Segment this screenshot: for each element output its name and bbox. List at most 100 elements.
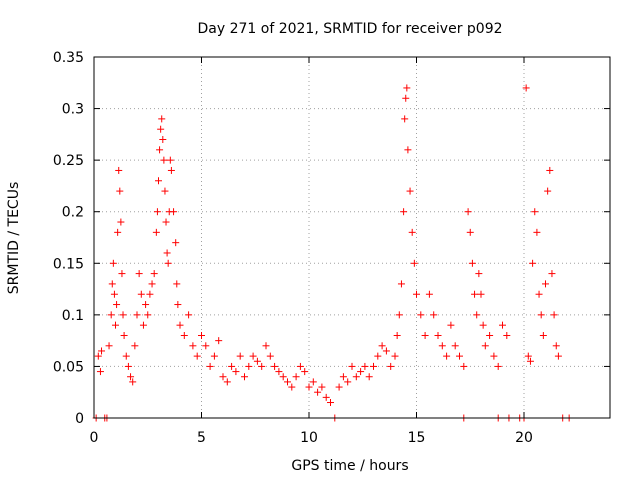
data-point — [533, 228, 541, 236]
data-point — [292, 373, 300, 381]
y-tick-label: 0.05 — [53, 359, 84, 375]
data-point — [400, 208, 408, 216]
data-point — [152, 228, 160, 236]
data-point — [228, 362, 236, 370]
data-point — [503, 331, 511, 339]
data-point — [348, 362, 356, 370]
data-point — [161, 187, 169, 195]
data-point — [223, 378, 231, 386]
data-point — [438, 342, 446, 350]
data-point — [546, 166, 554, 174]
data-point — [339, 373, 347, 381]
y-tick-label: 0.2 — [62, 205, 84, 221]
data-point — [105, 342, 113, 350]
data-point — [314, 388, 322, 396]
data-point — [456, 352, 463, 360]
data-point — [430, 311, 438, 319]
data-point — [167, 166, 175, 174]
data-point — [206, 362, 214, 370]
data-point — [156, 146, 164, 154]
data-point — [241, 373, 248, 381]
data-point — [529, 259, 537, 267]
data-point — [344, 378, 352, 386]
data-point — [129, 378, 137, 386]
x-axis-label: GPS time / hours — [291, 458, 408, 474]
data-point — [98, 347, 106, 355]
data-point — [301, 368, 309, 376]
data-point — [402, 94, 410, 102]
data-point — [524, 352, 532, 360]
data-point — [401, 115, 409, 123]
data-point — [157, 125, 165, 133]
data-point — [361, 362, 369, 370]
data-point — [150, 270, 158, 278]
data-point — [110, 290, 118, 298]
data-point — [115, 166, 123, 174]
data-point — [542, 280, 549, 288]
chart-title: Day 271 of 2021, SRMTID for receiver p09… — [197, 21, 502, 37]
x-tick-label: 0 — [90, 430, 99, 446]
data-point — [119, 311, 127, 319]
data-point — [148, 280, 156, 288]
y-tick-label: 0.25 — [53, 153, 84, 169]
grid-lines — [94, 57, 610, 418]
data-point — [118, 270, 126, 278]
data-point — [112, 321, 119, 329]
data-point — [107, 311, 115, 319]
data-point — [382, 347, 390, 355]
data-point — [305, 383, 313, 391]
data-point — [210, 352, 218, 360]
data-point — [434, 331, 442, 339]
data-points — [92, 84, 573, 422]
data-point — [202, 342, 210, 350]
data-point — [142, 301, 150, 309]
data-point — [114, 228, 122, 236]
data-point — [403, 84, 411, 92]
data-point — [447, 321, 455, 329]
data-point — [322, 393, 330, 401]
y-tick-label: 0 — [75, 411, 84, 427]
data-point — [473, 311, 481, 319]
data-point — [417, 311, 425, 319]
data-point — [219, 373, 227, 381]
data-point — [352, 373, 360, 381]
data-point — [166, 156, 174, 164]
data-point — [176, 321, 184, 329]
data-point — [357, 368, 365, 376]
data-point — [451, 342, 459, 350]
data-point — [159, 136, 167, 144]
data-point — [443, 352, 451, 360]
data-point — [374, 352, 382, 360]
data-point — [535, 290, 543, 298]
data-point — [318, 383, 326, 391]
data-point — [284, 378, 291, 386]
data-point — [421, 331, 429, 339]
data-point — [279, 373, 287, 381]
data-point — [271, 362, 279, 370]
data-point — [215, 337, 223, 345]
data-point — [425, 290, 433, 298]
data-point — [113, 301, 121, 309]
data-point — [544, 187, 552, 195]
data-point — [397, 280, 405, 288]
data-point — [185, 311, 193, 319]
x-tick-label: 15 — [408, 430, 426, 446]
data-point — [413, 290, 420, 298]
data-point — [475, 270, 483, 278]
data-point — [460, 362, 468, 370]
data-point — [327, 399, 334, 407]
data-point — [288, 383, 296, 391]
data-point — [193, 352, 201, 360]
data-point — [522, 84, 530, 92]
data-point — [124, 362, 132, 370]
data-point — [139, 321, 147, 329]
data-point — [117, 218, 125, 226]
data-point — [499, 321, 506, 329]
data-point — [131, 342, 139, 350]
data-point — [490, 352, 498, 360]
data-point — [296, 362, 304, 370]
data-point — [393, 331, 401, 339]
data-point — [109, 259, 117, 267]
x-tick-label: 20 — [515, 430, 533, 446]
